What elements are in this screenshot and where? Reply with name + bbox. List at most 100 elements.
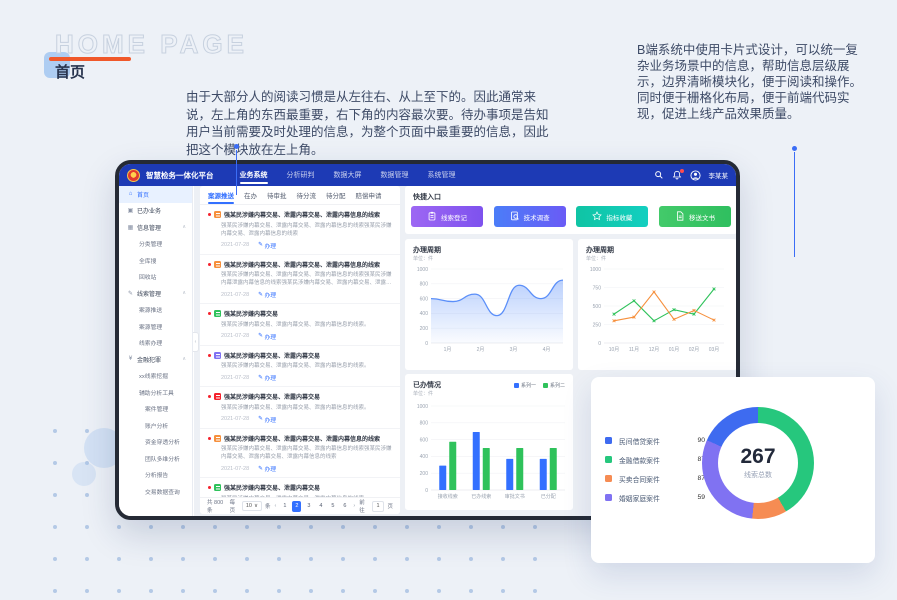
donut-legend-item: 民间借贷案件 90 [605,435,705,446]
svg-text:审批文书: 审批文书 [505,493,525,500]
sidebar-item-分析报告[interactable]: 分析报告 [119,467,192,484]
file-icon [675,210,685,223]
sidebar-item-案件管理[interactable]: 案件管理 [119,401,192,418]
list-item[interactable]: 强某民涉嫌内幕交易 强某民涉嫌内幕交易、泄露内幕交易、泄露内幕信息的线索。 2021… [200,304,400,346]
quick-button-指标收藏[interactable]: 指标收藏 [576,206,649,227]
list-item-date: 2021-07-28 [221,465,250,472]
list-item[interactable]: 强某民涉嫌内幕交易、泄露内幕交易强某民涉嫌内幕交易、泄露内幕交易、泄露内幕信息的… [200,478,400,497]
svg-text:800: 800 [420,421,429,427]
sidebar-item-label: 交易数据查询 [145,489,180,496]
svg-text:接收线索: 接收线索 [438,493,458,500]
sidebar-item-全库搜[interactable]: 全库搜 [119,252,192,269]
case-list-card: 案源推送 在办 待审批 待分流 待分配 赔偿申请 强某民涉嫌内幕交易、泄露内幕交易、泄露内… [200,186,400,514]
doc-icon [214,351,221,359]
nav-item[interactable]: 分析研判 [286,172,315,179]
sidebar-item-线索管理[interactable]: ✎ 线索管理 ∧ [119,285,192,302]
sidebar-item-辅助分析工具[interactable]: 辅助分析工具 [119,384,192,401]
tab-在办[interactable]: 在办 [244,193,257,200]
svg-text:600: 600 [420,437,429,443]
prev-page-button[interactable]: ‹ [274,503,277,509]
handle-link-label: 办理 [264,376,277,382]
legend-label: 婚姻家庭案件 [619,495,660,503]
nav-item[interactable]: 数据管理 [380,172,409,179]
list-item-header: 强某民涉嫌内幕交易、泄露内幕交易 [208,351,392,360]
donut-legend-item: 金融借款案件 87 [605,454,705,465]
decorative-circle [72,462,96,486]
sidebar-item-团队多维分析[interactable]: 团队多维分析 [119,450,192,467]
list-item[interactable]: 强某民涉嫌内幕交易、泄露内幕交易强某民涉嫌内幕交易、泄露内幕交易、泄露内幕信息的… [200,387,400,429]
notification-badge [679,168,684,173]
tab-待分配[interactable]: 待分配 [326,193,346,200]
list-item-title: 强某民涉嫌内幕交易、泄露内幕交易、泄露内幕信息的线索 [224,436,381,443]
page-number-4[interactable]: 4 [319,503,323,509]
quick-button-技术调查[interactable]: 技术调查 [493,206,566,227]
bar-chart: 0 200 400 600 800 1000 接收线索 已办线索 审批文书 已分配 [417,404,565,500]
nav-item[interactable]: 系统管理 [427,172,456,179]
page-number-5[interactable]: 5 [331,503,335,509]
quick-button-移送文书[interactable]: 移送文书 [658,206,731,227]
sidebar-item-交易数据查询[interactable]: 交易数据查询 [119,483,192,500]
list-item[interactable]: 强某民涉嫌内幕交易、泄露内幕交易强某民涉嫌内幕交易、泄露内幕交易、泄露内幕信息的… [200,346,400,387]
legend-value: 87 [697,475,705,482]
svg-text:已办线索: 已办线索 [471,493,491,500]
annotation-line-left [236,150,237,195]
search-icon[interactable] [654,170,665,181]
list-item[interactable]: 强某民涉嫌内幕交易、泄露内幕交易、泄露内幕信息的线索 强某民涉嫌内幕交易、泄露内幕… [200,255,400,304]
list-item[interactable]: 强某民涉嫌内幕交易、泄露内幕交易、泄露内幕信息的线索 强某民涉嫌内幕交易、泄露内幕… [200,205,400,255]
page-size-select[interactable]: 10 ∨ [241,501,263,511]
tab-待审批[interactable]: 待审批 [267,193,287,200]
handle-link[interactable]: ✎ 办理 [258,241,276,250]
tab-赔偿申请[interactable]: 赔偿申请 [355,193,382,200]
edit-icon: ✎ [258,465,263,472]
sidebar-item-账户分析[interactable]: 账户分析 [119,417,192,434]
next-page-button[interactable]: › [353,503,356,509]
clue-icon: ✎ [127,290,134,297]
tab-待分流[interactable]: 待分流 [296,193,317,200]
sidebar-item-案源推送[interactable]: 案源推送 [119,302,192,319]
handle-link[interactable]: ✎ 办理 [258,464,276,474]
list-item-title: 强某民涉嫌内幕交易、泄露内幕交易、泄露内幕信息的线索 [224,213,381,219]
handle-link[interactable]: ✎ 办理 [258,332,276,341]
legend-label: 系列二 [549,383,565,389]
page-number-1[interactable]: 1 [283,503,287,509]
nav-item[interactable]: 数据大屏 [333,172,362,179]
tab-案源推送[interactable]: 案源推送 [208,186,234,204]
sidebar-item-分类管理[interactable]: 分类管理 [119,236,192,253]
handle-link[interactable]: ✎ 办理 [258,415,276,424]
sidebar-item-信息管理[interactable]: ▦ 信息管理 ∧ [119,219,192,236]
chevron-up-icon: ∧ [182,356,186,363]
svg-text:400: 400 [420,454,429,460]
page-number-3[interactable]: 3 [307,503,311,509]
bell-icon[interactable] [672,168,684,181]
sidebar-item-线索办理[interactable]: 线索办理 [119,335,192,352]
sidebar-item-资金穿透分析[interactable]: 资金穿透分析 [119,434,192,451]
nav-item[interactable]: 业务系统 [239,164,268,186]
list-item[interactable]: 强某民涉嫌内幕交易、泄露内幕交易、泄露内幕信息的线索 强某民涉嫌内幕交易、泄露内幕… [200,429,400,478]
page-title-zh: 首页 [55,64,86,81]
header-accent-square [44,52,70,78]
page-number-6[interactable]: 6 [343,503,347,509]
sidebar-item-首页[interactable]: ⌂ 首页 [119,186,192,203]
star-icon [592,210,603,223]
unread-dot-icon [208,312,211,315]
handle-link[interactable]: ✎ 办理 [258,290,276,300]
chevron-up-icon: ∧ [182,290,186,297]
jump-page-input[interactable]: 1 [371,500,385,512]
sidebar-item-回收站[interactable]: 回收站 [119,269,192,286]
sidebar-item-xx线索挖掘[interactable]: xx线索挖掘 [119,368,192,385]
username[interactable]: 李某某 [708,173,729,180]
handle-link[interactable]: ✎ 办理 [258,373,277,383]
sidebar-item-已办业务[interactable]: ▣ 已办业务 [119,203,192,220]
sidebar-item-案源管理[interactable]: 案源管理 [119,318,192,335]
quick-entry-title: 快捷入口 [413,194,441,201]
page-number-2[interactable]: 2 [292,500,302,512]
sidebar-item-label: 回收站 [139,275,157,282]
sidebar-collapse-handle[interactable]: ‹ [193,332,199,352]
legend-swatch [605,475,612,482]
svg-text:11月: 11月 [629,347,639,353]
sidebar-item-金融犯罪[interactable]: ¥ 金融犯罪 ∧ [119,351,192,368]
sidebar-item-label: 线索办理 [139,341,163,348]
list-item-title: 强某民涉嫌内幕交易、泄露内幕交易 [224,353,321,360]
avatar-icon[interactable] [689,169,701,181]
quick-button-线索登记[interactable]: 线索登记 [411,206,483,227]
